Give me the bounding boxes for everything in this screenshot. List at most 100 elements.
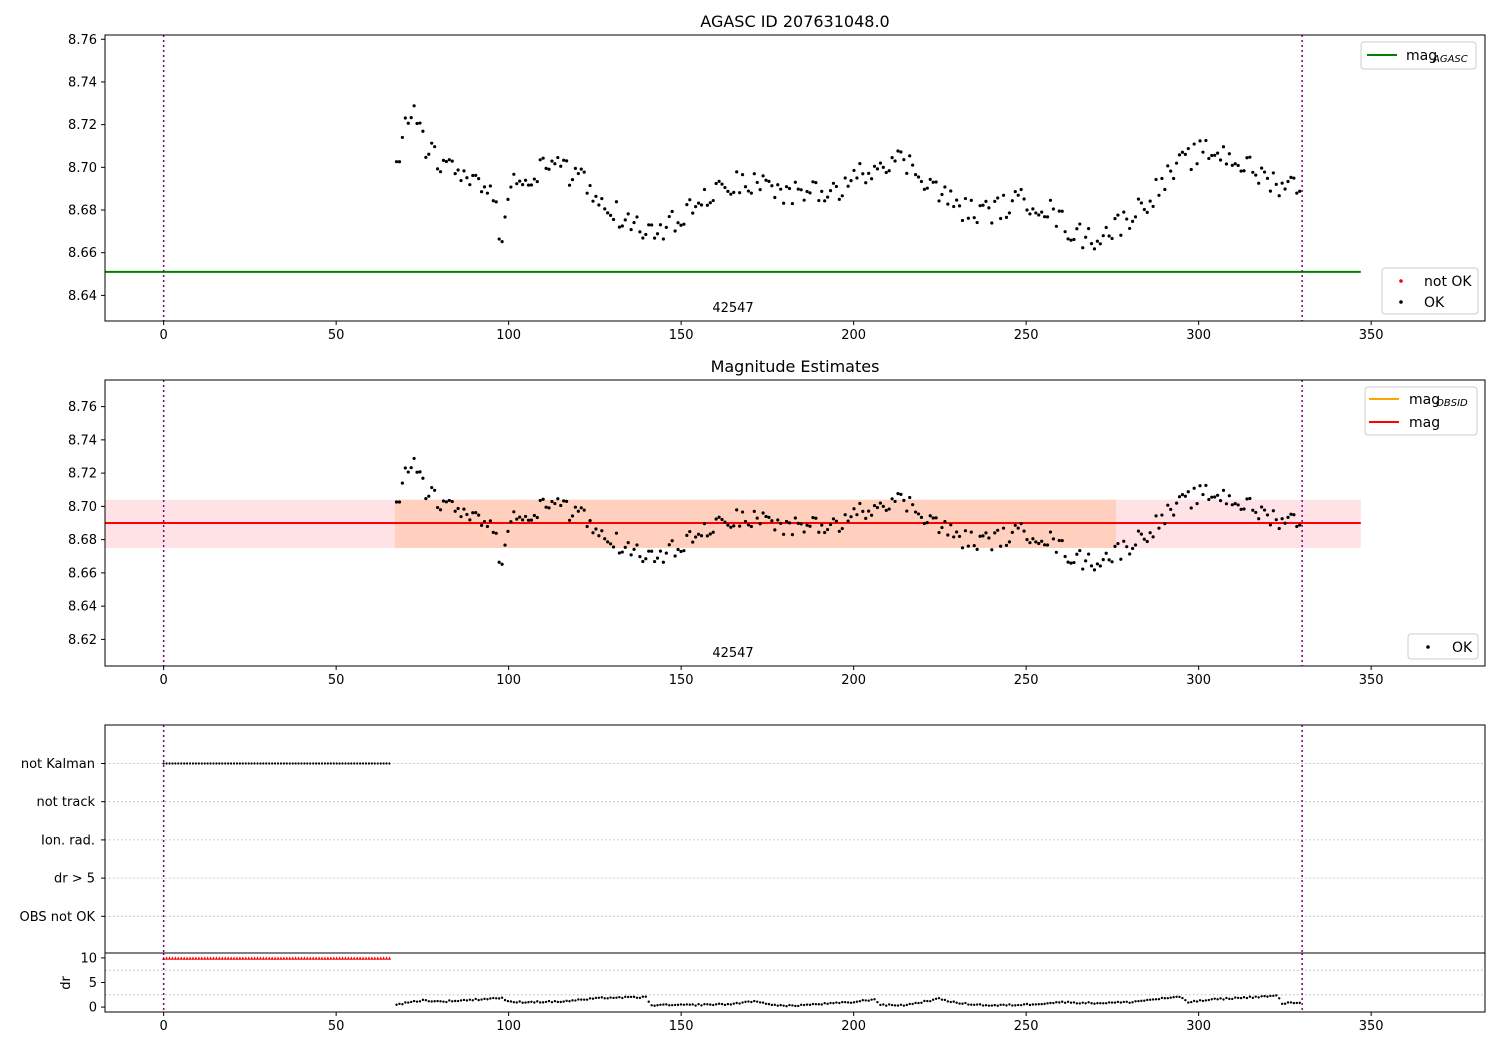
data-point-ok — [635, 215, 639, 219]
data-point-ok — [1280, 181, 1284, 185]
y-tick-label: 8.66 — [68, 566, 97, 581]
data-point-ok — [453, 172, 457, 176]
data-point-ok — [1072, 237, 1076, 242]
dr-point — [858, 1000, 862, 1003]
data-point-ok — [732, 190, 736, 194]
data-point-ok — [752, 509, 756, 513]
panel2-legend-bottom[interactable]: OK — [1407, 633, 1479, 660]
x-tick-label: 100 — [496, 328, 521, 343]
dr-clipped-point — [208, 956, 213, 960]
x-tick-label: 350 — [1359, 1019, 1384, 1034]
data-point-ok — [588, 183, 592, 188]
data-point-ok — [887, 507, 891, 511]
x-tick-label: 350 — [1359, 328, 1384, 343]
data-point-ok — [450, 159, 454, 163]
flag-point — [373, 762, 376, 765]
x-tick-label: 50 — [328, 673, 345, 688]
agasc-panel: AGASC ID 207631048.0 0 50 100 150 200 250 300 3… — [68, 12, 1486, 343]
panel2-title: Magnitude Estimates — [711, 357, 880, 376]
dr-point — [1275, 994, 1278, 997]
dr-point — [1228, 997, 1231, 1001]
dr-point — [975, 1003, 979, 1006]
dr-clipped-point — [197, 956, 201, 960]
data-point-ok — [606, 540, 610, 544]
panel1-legend-bottom[interactable]: not OK OK — [1381, 267, 1479, 315]
dr-point — [773, 1003, 777, 1007]
data-point-ok — [899, 492, 903, 496]
data-point-ok — [784, 185, 789, 189]
dr-point — [679, 1003, 683, 1006]
dr-clipped-point — [206, 956, 210, 960]
data-point-ok — [773, 195, 777, 200]
dr-clipped-point — [170, 956, 175, 960]
flag-point — [206, 762, 209, 765]
dr-point — [940, 998, 944, 1001]
dr-clipped-point — [323, 956, 327, 960]
data-point-ok — [650, 223, 654, 227]
dr-point — [433, 1000, 436, 1003]
dr-point — [849, 1001, 853, 1004]
data-point-ok — [990, 221, 994, 225]
dr-point — [641, 995, 645, 998]
data-point-ok — [1198, 484, 1202, 488]
data-point-ok — [679, 549, 683, 554]
flag-point — [221, 762, 224, 765]
data-point-ok — [738, 524, 742, 528]
x-tick-label: 300 — [1186, 1019, 1211, 1034]
data-point-ok — [811, 180, 815, 184]
dr-clipped-point — [299, 956, 304, 960]
data-point-ok — [494, 531, 498, 535]
data-point-ok — [468, 518, 472, 522]
dr-point — [662, 1003, 665, 1006]
legend-sub-agasc: AGASC — [1432, 54, 1468, 65]
dr-axis-label: dr — [59, 976, 74, 990]
data-point-ok — [594, 527, 598, 531]
y-tick-label: 8.68 — [68, 204, 97, 219]
data-point-ok — [875, 505, 880, 510]
data-point-ok — [743, 519, 748, 524]
flag-point — [238, 762, 241, 765]
data-point-ok — [717, 179, 721, 183]
data-point-ok — [1177, 495, 1182, 499]
dr-point — [890, 1003, 894, 1007]
dr-clipped-point — [291, 956, 295, 960]
data-point-ok — [462, 507, 466, 511]
dr-point — [1052, 1001, 1055, 1005]
dr-point — [1266, 995, 1269, 998]
legend-sub-obsid: OBSID — [1436, 398, 1468, 409]
data-point-ok — [453, 509, 457, 513]
data-point-ok — [1204, 138, 1208, 143]
data-point-ok — [1136, 197, 1141, 201]
data-point-ok — [834, 184, 839, 189]
flag-point — [359, 762, 362, 765]
panel2-legend-top[interactable]: mag OBSID mag — [1364, 386, 1478, 436]
data-point-ok — [1101, 558, 1105, 562]
data-point-ok — [1207, 497, 1211, 502]
flag-category-label: dr > 5 — [54, 872, 95, 887]
data-point-ok — [608, 542, 613, 546]
data-point-ok — [644, 232, 648, 237]
dr-point — [729, 1003, 733, 1006]
data-point-ok — [770, 519, 774, 523]
dr-point — [474, 997, 477, 1001]
flag-point — [229, 762, 233, 765]
data-point-ok — [497, 237, 501, 241]
panel1-legend-top[interactable]: mag AGASC — [1360, 41, 1477, 70]
data-point-ok — [427, 494, 431, 498]
data-point-ok — [720, 182, 724, 186]
data-point-ok — [908, 495, 912, 500]
dr-point — [931, 998, 935, 1001]
dr-point — [618, 995, 621, 999]
dr-point — [720, 1002, 724, 1006]
flag-point — [350, 762, 353, 765]
dr-point — [1128, 1001, 1131, 1004]
flag-point — [323, 762, 327, 765]
dr-point — [958, 1002, 961, 1005]
data-point-ok — [450, 499, 454, 504]
data-point-ok — [1019, 187, 1023, 192]
flag-point — [180, 762, 183, 765]
y-tick-label: 8.74 — [68, 433, 97, 448]
data-point-ok — [1183, 494, 1187, 498]
data-point-ok — [817, 530, 821, 534]
data-point-ok — [978, 204, 982, 208]
